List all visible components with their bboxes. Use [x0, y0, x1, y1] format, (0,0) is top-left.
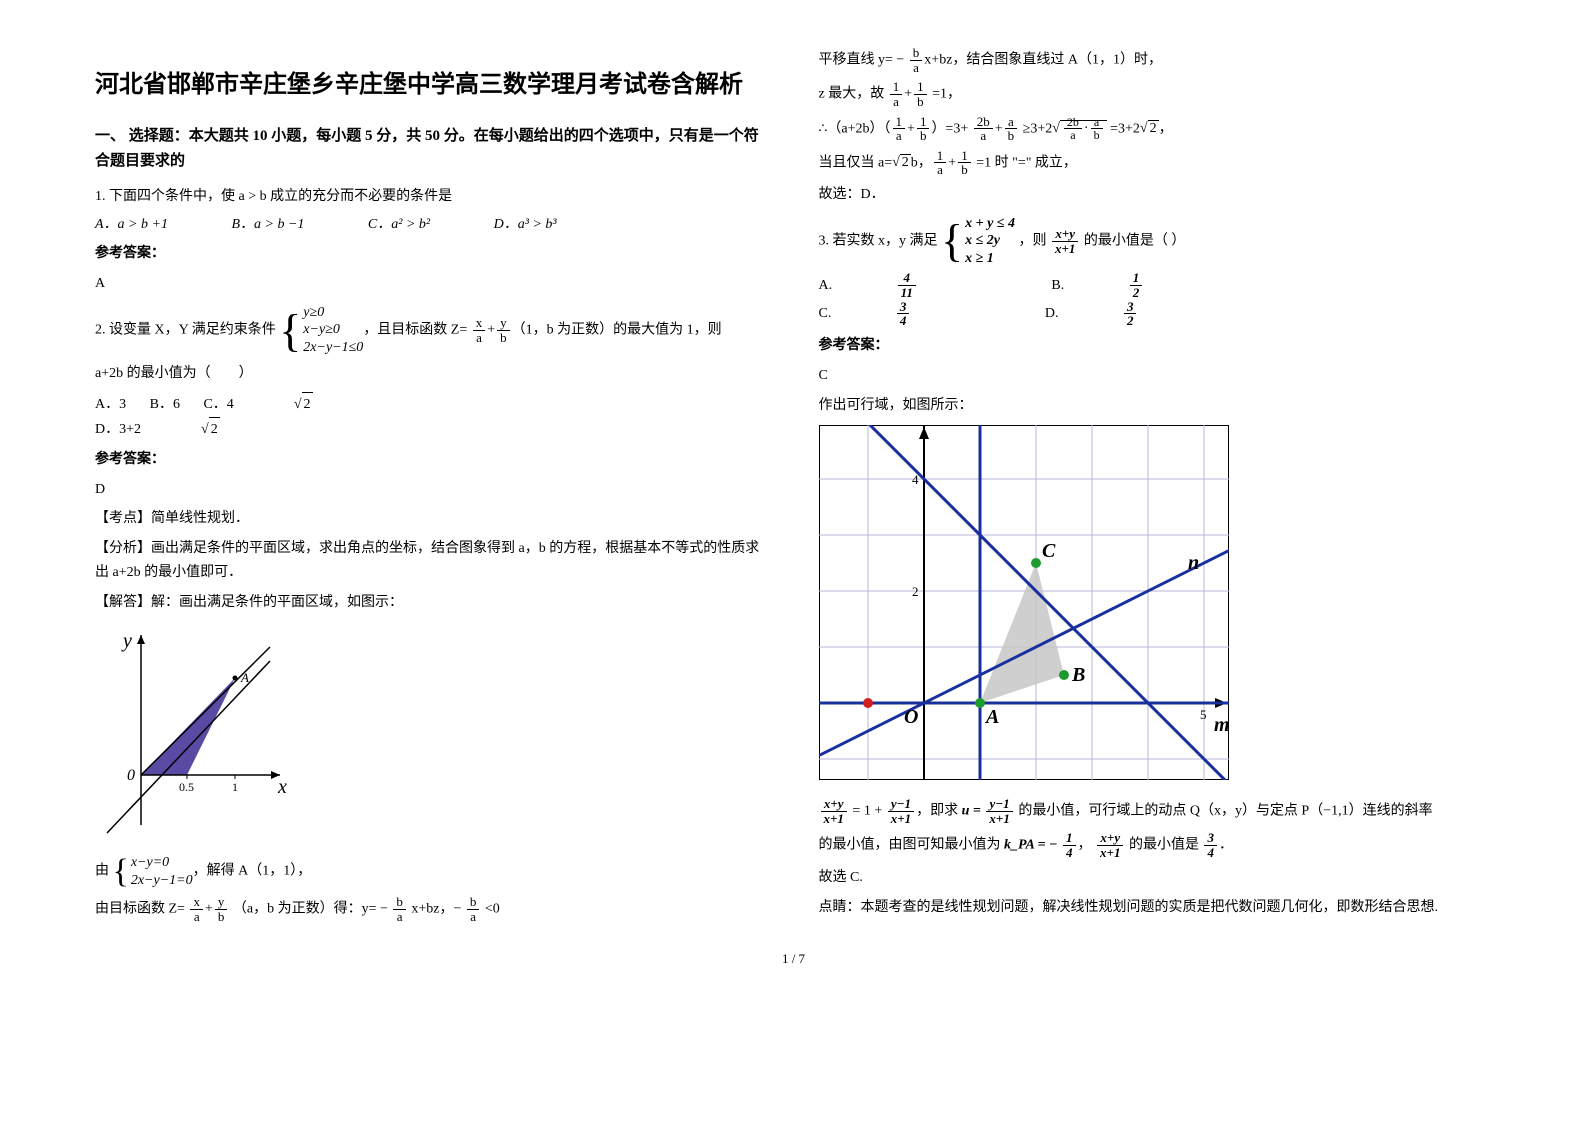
q1-answer: A: [95, 272, 769, 296]
q3-options: A. 411 B. 12 C. 34 D. 32: [819, 271, 1493, 328]
q2-answer: D: [95, 478, 769, 502]
svg-text:1: 1: [232, 780, 238, 794]
q3-text5: 点睛：本题考查的是线性规划问题，解决线性规划问题的实质是把代数问题几何化，即数形…: [819, 896, 1493, 920]
svg-text:O: O: [904, 706, 918, 728]
q3-stem: 3. 若实数 x，y 满足 { x + y ≤ 4 x ≤ 2y x ≥ 1 ，…: [819, 215, 1493, 268]
q2-obj-line: 由目标函数 Z= xa+yb （a，b 为正数）得：y= − ba x+bz，−…: [95, 895, 769, 923]
q2-right-line1: 平移直线 y= − bax+bz，结合图象直线过 A（1，1）时，: [819, 46, 1493, 74]
q2-solve-label: 【解答】解：画出满足条件的平面区域，如图示：: [95, 591, 769, 615]
answer-label: 参考答案：: [95, 448, 769, 472]
answer-label: 参考答案：: [95, 242, 769, 266]
svg-text:x: x: [277, 776, 287, 798]
svg-text:A: A: [984, 706, 999, 728]
q3-text1: 作出可行域，如图所示：: [819, 394, 1493, 418]
svg-text:2: 2: [912, 584, 919, 599]
q2-figure: 0 y x 0.5 1 A: [95, 623, 769, 847]
q3-text2: x+yx+1 = 1 + y−1x+1，即求 u = y−1x+1 的最小值，可…: [819, 797, 1493, 825]
q2-right-line2: z 最大，故 1a+1b =1，: [819, 80, 1493, 108]
section-heading: 一、 选择题：本大题共 10 小题，每小题 5 分，共 50 分。在每小题给出的…: [95, 124, 769, 175]
q1-stem: 1. 下面四个条件中，使 a > b 成立的充分而不必要的条件是: [95, 185, 769, 209]
page-title: 河北省邯郸市辛庄堡乡辛庄堡中学高三数学理月考试卷含解析: [95, 65, 769, 106]
q3-answer: C: [819, 364, 1493, 388]
svg-text:0: 0: [127, 767, 135, 784]
q2-right-line4: 当且仅当 a=2b，1a+1b =1 时 "=" 成立，: [819, 149, 1493, 177]
svg-text:0.5: 0.5: [179, 780, 194, 794]
svg-text:B: B: [1071, 664, 1085, 686]
q2-keypoint: 【考点】简单线性规划．: [95, 507, 769, 531]
q3-figure: O A B Cn m 4 2 5: [819, 425, 1493, 789]
q2-analysis: 【分析】画出满足条件的平面区域，求出角点的坐标，结合图象得到 a，b 的方程，根…: [95, 537, 769, 585]
svg-text:m: m: [1214, 714, 1229, 736]
page-number: 1 / 7: [95, 948, 1492, 970]
q1-options: A．a > b +1 B．a > b −1 C．a² > b² D．a³ > b…: [95, 213, 769, 237]
q2-options: A．3 B．6 C．42 D．3+22: [95, 392, 769, 442]
svg-text:5: 5: [1200, 707, 1207, 722]
answer-label: 参考答案：: [819, 334, 1493, 358]
constraint-system: { y≥0 x−y≥0 2x−y−1≤0: [279, 304, 363, 357]
q2-right-line3: ∴（a+2b）（1a+1b）=3+ 2ba+ab ≥3+22ba·ab =3+2…: [819, 115, 1493, 143]
svg-text:n: n: [1188, 552, 1199, 574]
q2-stem-line2: a+2b 的最小值为（ ）: [95, 362, 769, 386]
svg-text:4: 4: [912, 472, 919, 487]
q3-text3: 的最小值，由图可知最小值为 k_PA = − 14， x+yx+1 的最小值是 …: [819, 831, 1493, 859]
q2-post-fig: 由 { x−y=0 2x−y−1=0 ，解得 A（1，1），: [95, 854, 769, 889]
q2-right-line5: 故选：D．: [819, 183, 1493, 207]
q3-text4: 故选 C.: [819, 866, 1493, 890]
svg-text:A: A: [240, 670, 249, 685]
svg-text:C: C: [1042, 540, 1056, 562]
svg-text:y: y: [121, 630, 132, 652]
q2-stem: 2. 设变量 X，Y 满足约束条件 { y≥0 x−y≥0 2x−y−1≤0 ，…: [95, 304, 769, 357]
